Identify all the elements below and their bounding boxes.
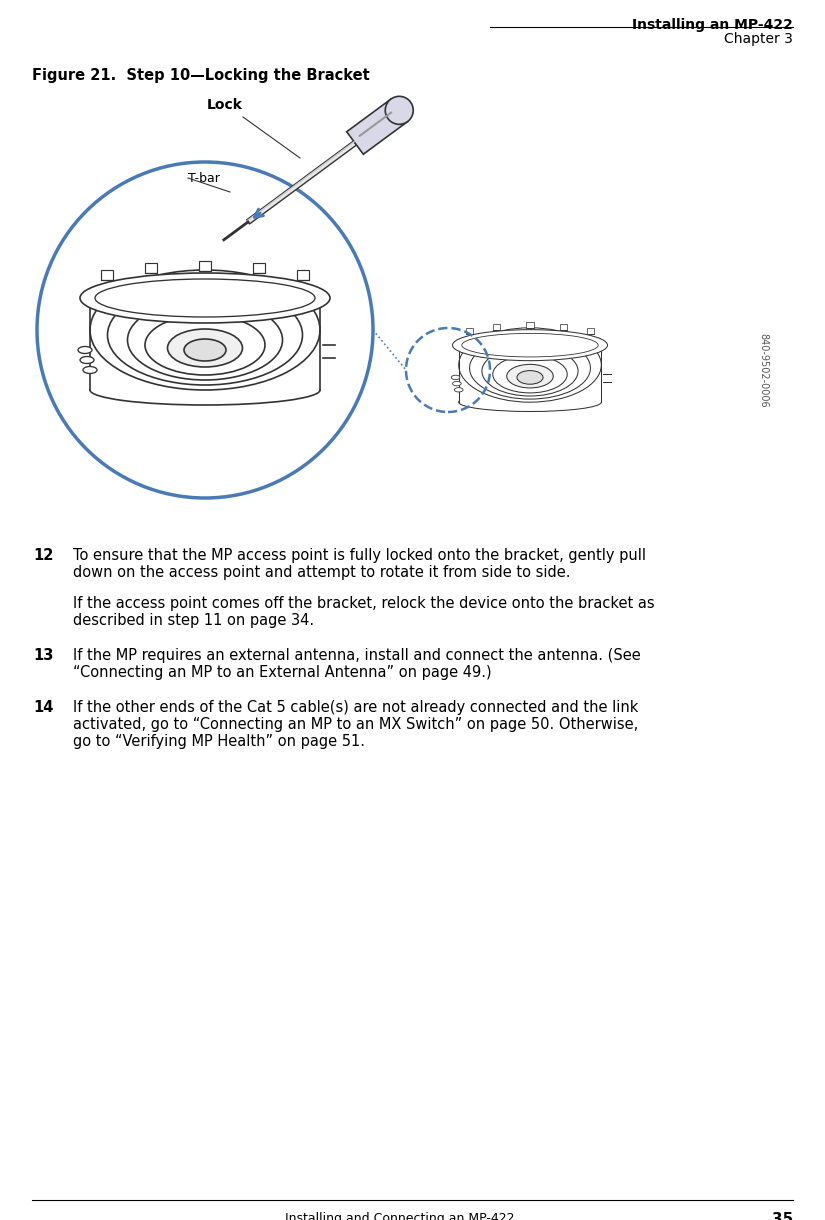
Ellipse shape <box>451 376 460 379</box>
Polygon shape <box>90 300 320 390</box>
Ellipse shape <box>493 356 568 393</box>
Ellipse shape <box>83 366 97 373</box>
Text: go to “Verifying MP Health” on page 51.: go to “Verifying MP Health” on page 51. <box>73 734 365 749</box>
Bar <box>199 261 211 271</box>
Text: If the other ends of the Cat 5 cable(s) are not already connected and the link: If the other ends of the Cat 5 cable(s) … <box>73 700 639 715</box>
Text: 14: 14 <box>33 700 54 715</box>
Text: described in step 11 on page 34.: described in step 11 on page 34. <box>73 612 314 628</box>
Bar <box>297 271 309 281</box>
Ellipse shape <box>455 388 463 392</box>
Polygon shape <box>247 142 356 224</box>
Text: T-bar: T-bar <box>188 172 220 184</box>
Text: To ensure that the MP access point is fully locked onto the bracket, gently pull: To ensure that the MP access point is fu… <box>73 548 646 562</box>
Ellipse shape <box>90 375 320 405</box>
Text: Lock: Lock <box>207 98 243 112</box>
Bar <box>526 322 534 328</box>
Bar <box>560 323 568 329</box>
Ellipse shape <box>452 382 461 386</box>
Text: 13: 13 <box>33 648 54 662</box>
Ellipse shape <box>78 346 92 354</box>
Ellipse shape <box>459 328 601 403</box>
Text: activated, go to “Connecting an MP to an MX Switch” on page 50. Otherwise,: activated, go to “Connecting an MP to an… <box>73 717 639 732</box>
Bar <box>253 264 265 273</box>
Ellipse shape <box>80 273 330 323</box>
Bar <box>144 264 157 273</box>
Ellipse shape <box>128 300 282 379</box>
Ellipse shape <box>107 285 303 386</box>
Text: If the access point comes off the bracket, relock the device onto the bracket as: If the access point comes off the bracke… <box>73 597 654 611</box>
Ellipse shape <box>385 96 413 124</box>
Text: Installing an MP-422: Installing an MP-422 <box>632 18 793 32</box>
Text: If the MP requires an external antenna, install and connect the antenna. (See: If the MP requires an external antenna, … <box>73 648 641 662</box>
Ellipse shape <box>452 329 607 361</box>
Text: Figure 21.  Step 10—Locking the Bracket: Figure 21. Step 10—Locking the Bracket <box>32 68 370 83</box>
Bar <box>465 328 473 334</box>
Ellipse shape <box>462 333 598 357</box>
Text: down on the access point and attempt to rotate it from side to side.: down on the access point and attempt to … <box>73 565 571 580</box>
Ellipse shape <box>517 371 543 384</box>
Ellipse shape <box>145 315 265 375</box>
Polygon shape <box>346 99 408 154</box>
Ellipse shape <box>167 329 243 367</box>
Text: 840-9502-0006: 840-9502-0006 <box>758 333 768 407</box>
Bar <box>493 323 500 329</box>
Bar <box>587 328 594 334</box>
Ellipse shape <box>95 279 315 317</box>
Ellipse shape <box>80 356 94 364</box>
Text: Installing and Connecting an MP-422: Installing and Connecting an MP-422 <box>285 1211 515 1220</box>
Text: “Connecting an MP to an External Antenna” on page 49.): “Connecting an MP to an External Antenna… <box>73 665 492 680</box>
Polygon shape <box>459 346 601 403</box>
Ellipse shape <box>482 346 578 396</box>
Ellipse shape <box>90 270 320 390</box>
Text: Chapter 3: Chapter 3 <box>724 32 793 46</box>
Text: 12: 12 <box>33 548 54 562</box>
Bar <box>101 271 113 281</box>
Ellipse shape <box>459 393 601 411</box>
Ellipse shape <box>184 339 226 361</box>
Text: 35: 35 <box>771 1211 793 1220</box>
Ellipse shape <box>507 365 554 388</box>
Ellipse shape <box>469 337 591 399</box>
